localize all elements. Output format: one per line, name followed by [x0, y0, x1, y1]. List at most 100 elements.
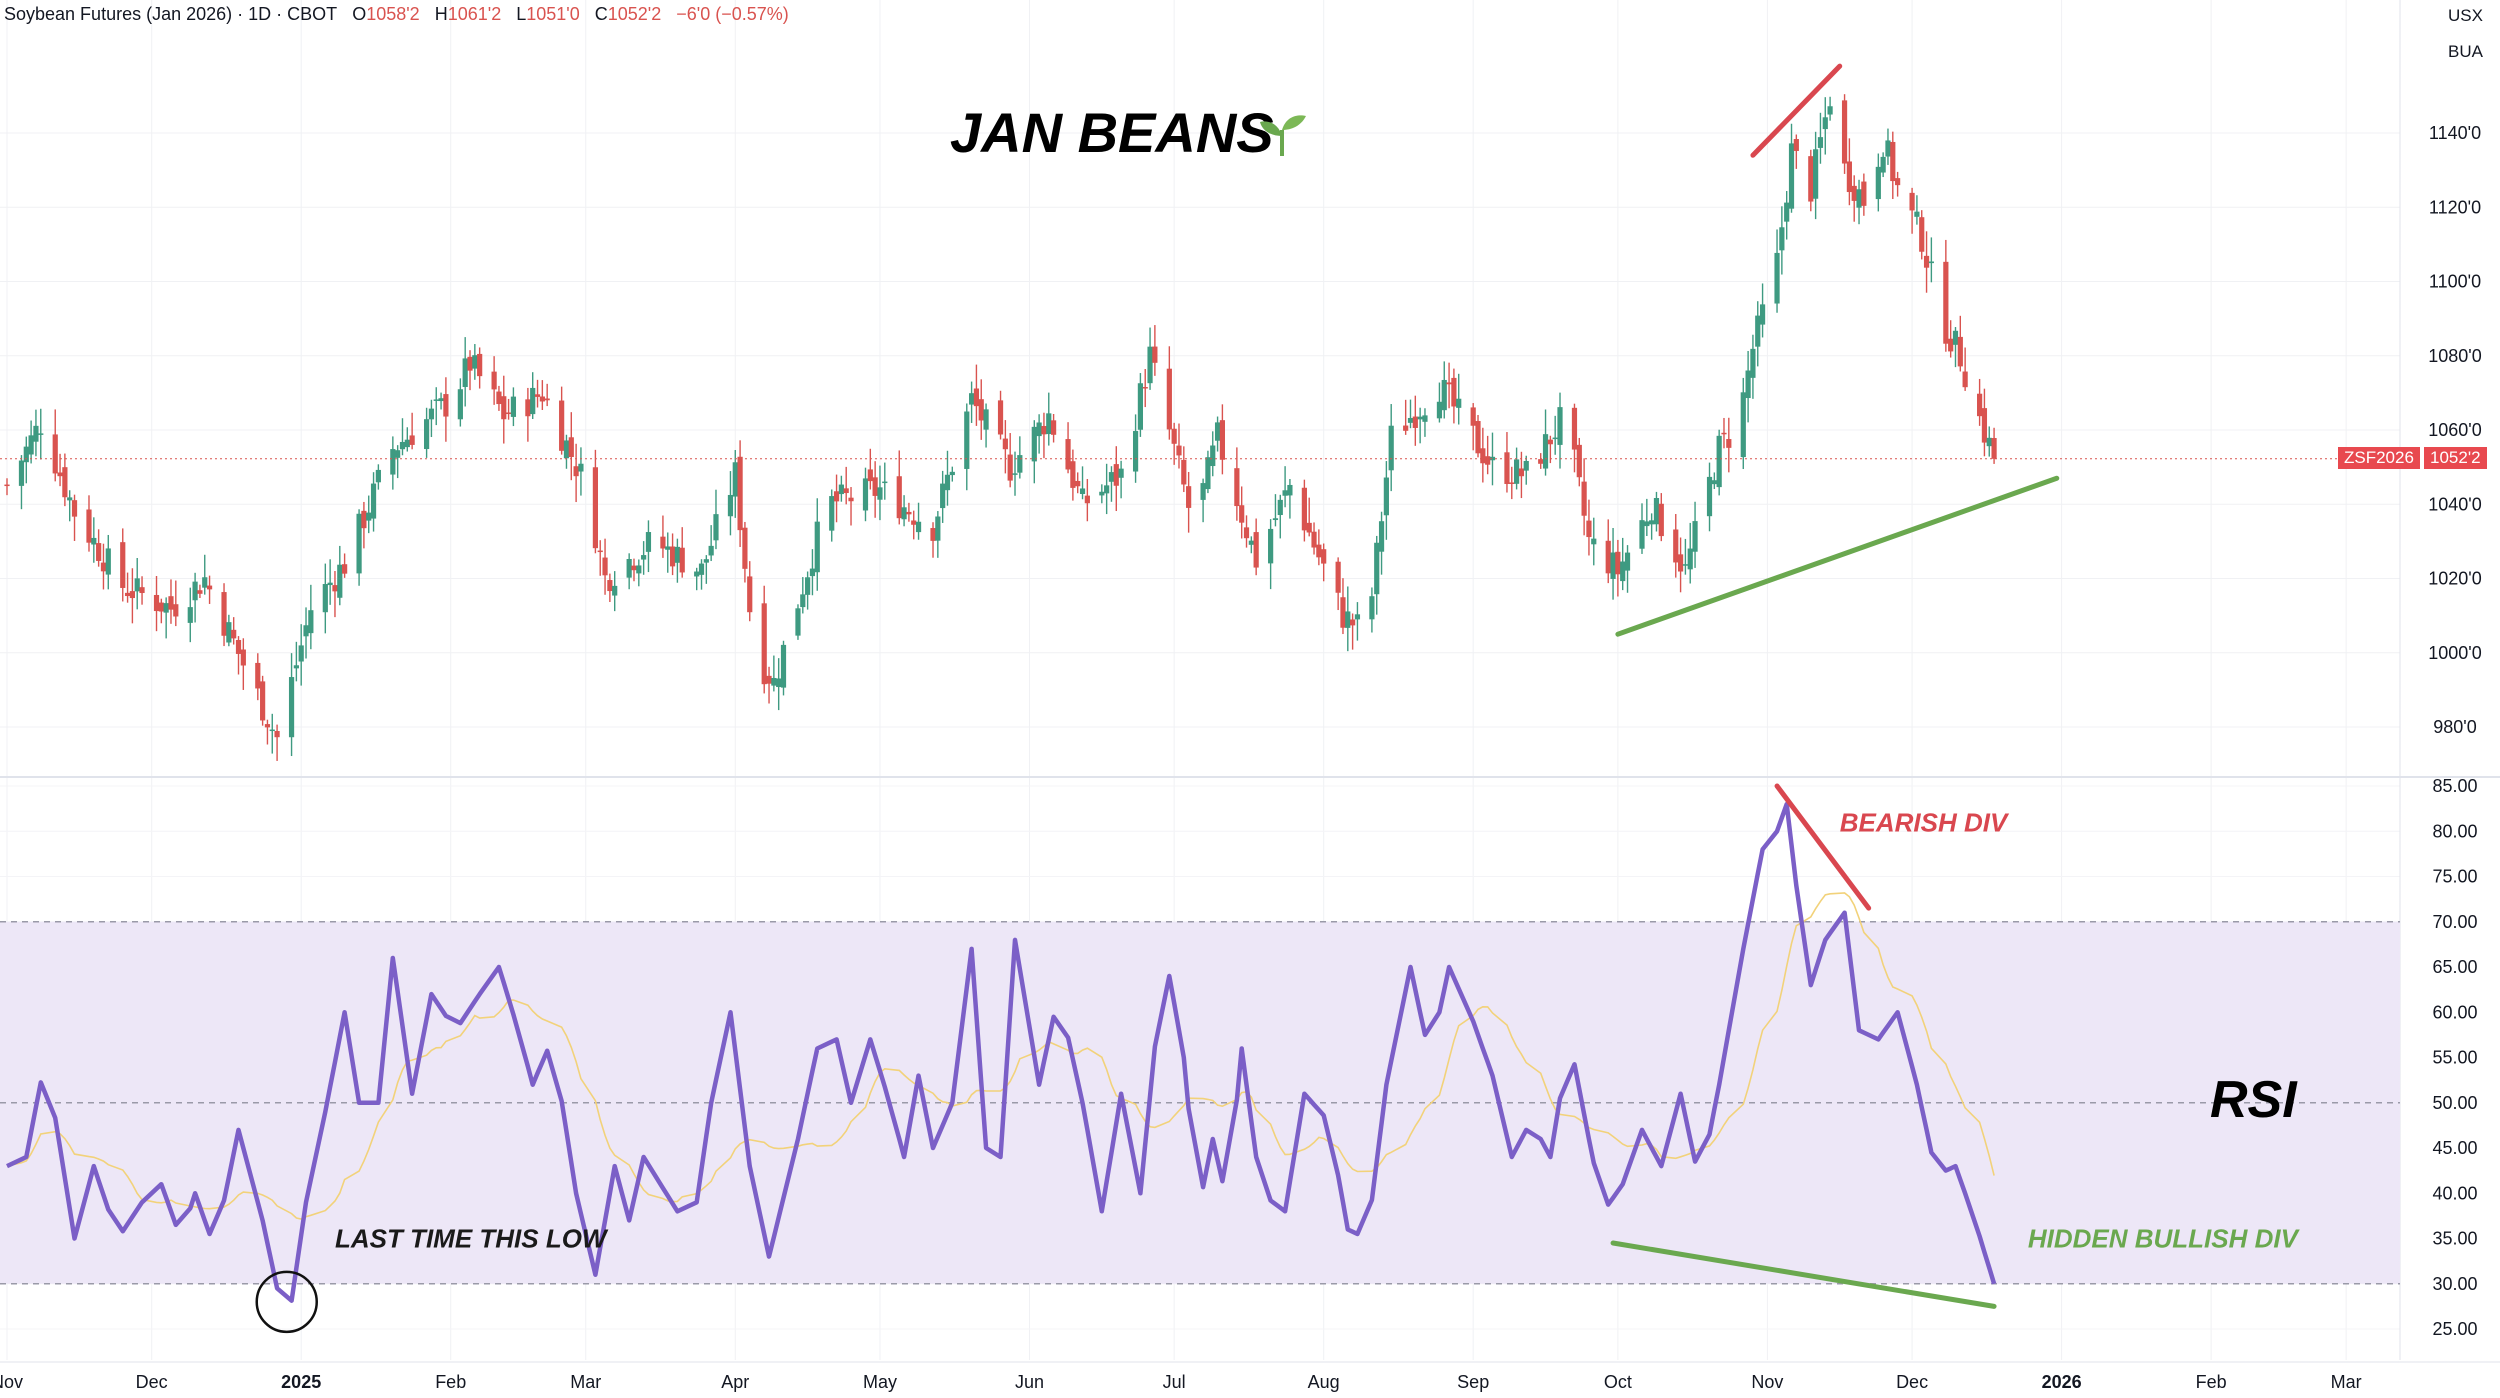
candle-body[interactable] [57, 472, 63, 477]
candle[interactable] [1523, 455, 1529, 485]
candle-body[interactable] [1301, 487, 1307, 531]
candle[interactable] [674, 538, 680, 583]
candle-body[interactable] [1214, 422, 1221, 441]
candle[interactable] [761, 585, 767, 694]
candle[interactable] [1759, 283, 1766, 338]
candle[interactable] [1962, 347, 1968, 391]
candle[interactable] [669, 533, 676, 576]
candle[interactable] [1234, 447, 1240, 521]
candle[interactable] [771, 655, 777, 692]
candle-body[interactable] [530, 387, 536, 415]
candle-body[interactable] [969, 393, 975, 405]
candle[interactable] [645, 520, 652, 573]
candle-body[interactable] [1422, 415, 1428, 422]
candle[interactable] [1166, 346, 1172, 440]
candle-body[interactable] [805, 577, 811, 595]
candle[interactable] [260, 675, 266, 726]
candle[interactable] [1017, 436, 1023, 479]
candle[interactable] [327, 559, 333, 605]
candle-body[interactable] [1388, 425, 1394, 471]
candle-body[interactable] [660, 536, 666, 549]
candle[interactable] [1200, 478, 1206, 523]
candle[interactable] [1214, 416, 1221, 452]
candle-body[interactable] [1407, 417, 1414, 423]
candle-body[interactable] [964, 411, 970, 469]
candle-body[interactable] [1118, 468, 1124, 478]
candle-body[interactable] [1991, 438, 1997, 459]
candle[interactable] [308, 584, 314, 650]
candle-body[interactable] [602, 557, 608, 576]
candle[interactable] [983, 403, 989, 448]
candle[interactable] [226, 614, 232, 647]
candle-body[interactable] [327, 582, 333, 586]
candle-body[interactable] [62, 467, 68, 498]
candle[interactable] [973, 364, 980, 426]
candle-body[interactable] [472, 355, 478, 369]
candle[interactable] [1750, 334, 1756, 399]
candle[interactable] [915, 502, 922, 540]
candle[interactable] [833, 474, 840, 523]
candle-body[interactable] [322, 584, 328, 613]
candle[interactable] [1422, 408, 1428, 437]
candle[interactable] [906, 502, 912, 522]
candle[interactable] [1895, 171, 1901, 197]
candle[interactable] [1687, 522, 1693, 584]
candle[interactable] [1726, 417, 1732, 473]
candle[interactable] [829, 489, 835, 542]
candle-body[interactable] [28, 435, 34, 455]
candle-body[interactable] [626, 558, 632, 578]
candle-body[interactable] [173, 604, 179, 617]
candle-body[interactable] [477, 353, 483, 377]
candle-body[interactable] [1340, 597, 1346, 628]
candle-body[interactable] [1253, 532, 1259, 568]
candle[interactable] [578, 447, 584, 496]
candle[interactable] [1827, 96, 1833, 121]
candle[interactable] [1002, 420, 1008, 474]
candle-body[interactable] [674, 546, 680, 563]
candle[interactable] [1181, 446, 1187, 493]
candle-body[interactable] [906, 511, 912, 515]
candle-body[interactable] [848, 497, 854, 502]
candle-body[interactable] [1518, 468, 1525, 477]
candle-body[interactable] [1841, 100, 1848, 164]
candle-body[interactable] [935, 516, 941, 541]
candle-body[interactable] [911, 520, 917, 525]
candle-body[interactable] [1075, 480, 1081, 487]
candle[interactable] [187, 587, 193, 643]
candle[interactable] [597, 540, 603, 576]
candle[interactable] [882, 462, 888, 500]
candle[interactable] [1403, 399, 1409, 435]
candle[interactable] [1740, 377, 1746, 470]
candle[interactable] [747, 561, 753, 622]
candle-body[interactable] [1624, 552, 1631, 571]
candle-body[interactable] [641, 555, 647, 560]
candle[interactable] [510, 387, 517, 427]
candle-body[interactable] [1716, 435, 1722, 488]
candle[interactable] [1653, 491, 1660, 532]
candle[interactable] [1354, 602, 1361, 641]
candle[interactable] [1928, 237, 1934, 283]
candle[interactable] [1041, 412, 1047, 459]
candle[interactable] [1031, 420, 1037, 484]
candle-body[interactable] [978, 399, 984, 421]
candle[interactable] [462, 337, 468, 407]
candle-body[interactable] [1321, 549, 1327, 564]
candle-body[interactable] [1002, 438, 1008, 450]
candle-body[interactable] [1099, 491, 1105, 496]
candle-body[interactable] [105, 548, 111, 575]
candle-body[interactable] [1981, 408, 1988, 443]
candle-body[interactable] [308, 610, 314, 634]
candle[interactable] [1470, 403, 1476, 451]
candle[interactable] [1793, 134, 1799, 169]
candle-body[interactable] [771, 677, 777, 686]
candle[interactable] [124, 572, 131, 603]
candle[interactable] [1914, 195, 1920, 225]
candle-body[interactable] [1142, 387, 1148, 389]
candle[interactable] [612, 571, 618, 612]
candle[interactable] [1755, 301, 1761, 367]
candle-body[interactable] [1181, 459, 1187, 485]
candle[interactable] [1350, 613, 1356, 650]
candle-body[interactable] [1470, 407, 1476, 426]
candle[interactable] [153, 575, 160, 632]
candle-body[interactable] [153, 594, 160, 612]
